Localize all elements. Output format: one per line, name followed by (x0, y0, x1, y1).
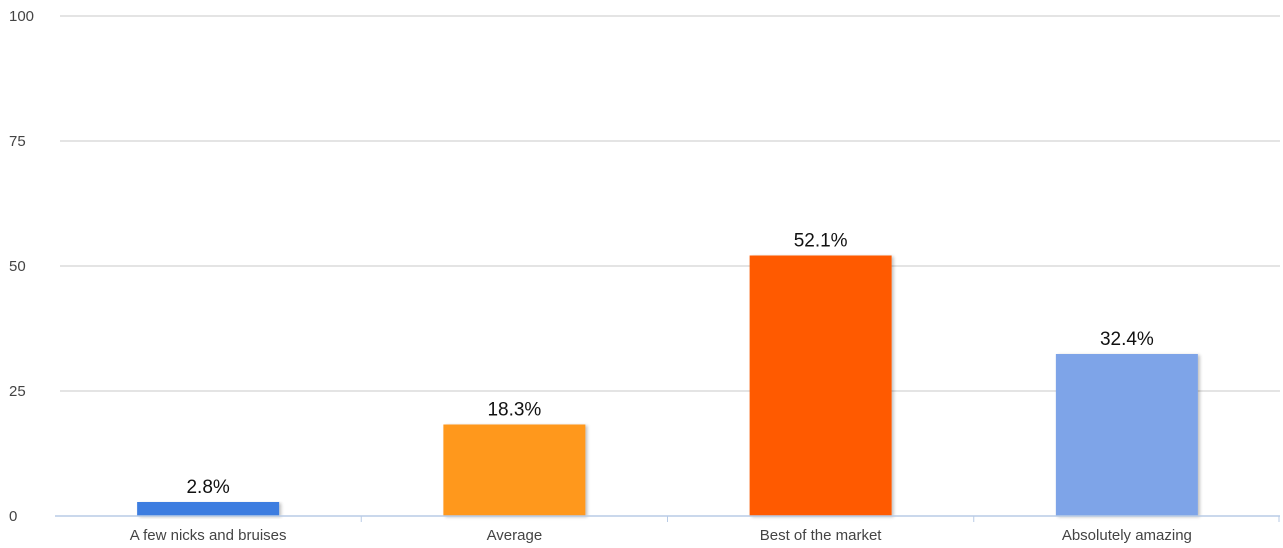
gridlines (60, 15, 1280, 392)
bar (749, 255, 892, 516)
x-axis (55, 515, 1280, 522)
y-axis-ticks: 0 25 50 75 100 (9, 8, 34, 525)
x-tick-label: A few nicks and bruises (130, 527, 287, 544)
bar (443, 424, 586, 516)
x-axis-labels: A few nicks and bruises Average Best of th… (130, 527, 1192, 544)
data-label: 52.1% (794, 231, 848, 252)
y-tick-label: 25 (9, 383, 26, 400)
bar (137, 502, 280, 516)
data-label: 2.8% (186, 477, 229, 498)
data-label: 18.3% (487, 400, 541, 421)
y-tick-label: 100 (9, 8, 34, 25)
y-tick-label: 0 (9, 508, 17, 525)
y-tick-label: 75 (9, 133, 26, 150)
y-tick-label: 50 (9, 258, 26, 275)
x-tick-label: Average (487, 527, 543, 544)
data-label: 32.4% (1100, 329, 1154, 350)
bars (137, 255, 1198, 516)
x-tick-label: Absolutely amazing (1062, 527, 1192, 544)
data-labels: 2.8% 18.3% 52.1% 32.4% (186, 231, 1153, 499)
x-tick-label: Best of the market (760, 527, 883, 544)
bar (1055, 354, 1198, 516)
